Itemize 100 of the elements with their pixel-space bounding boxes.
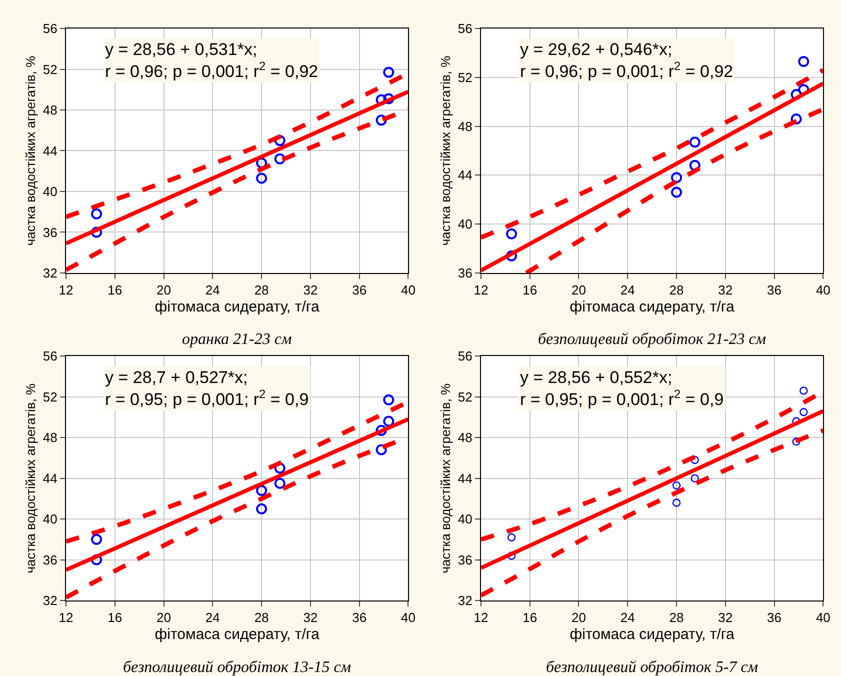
point [376,444,387,456]
x-axis-title: фітомаса сидерату, т/га [154,298,320,316]
point [689,160,700,171]
x-tick-label: 28 [254,282,269,298]
x-tick-label: 24 [620,282,635,298]
x-tick-label: 20 [156,610,172,626]
x-axis-title: фітомаса сидерату, т/га [570,626,736,644]
x-tick-label: 24 [205,610,220,626]
y-tick-label: 52 [42,62,58,77]
x-axis-title: фітомаса сидерату, т/га [570,298,736,316]
x-tick-label: 16 [108,610,122,626]
point [800,408,808,416]
point [256,503,268,514]
annotation: y = 29,62 + 0,546*x; r = 0,96; p = 0,001; r$^{2}$ = 0,92 [520,40,734,82]
point [798,56,810,68]
point [376,114,387,126]
line-series [480,428,824,598]
y-axis-title: частка водостійких агрегатів, % [438,55,453,246]
x-tick-label: 20 [572,282,586,298]
x-tick-label: 12 [58,282,74,298]
point [256,172,268,184]
y-tick-label: 40 [42,512,58,527]
y-tick-label: 40 [42,184,58,200]
x-tick-label: 28 [669,282,684,298]
y-tick-label: 52 [458,389,472,404]
x-tick-label: 32 [303,610,318,626]
point [792,438,800,446]
y-tick-label: 48 [458,430,472,446]
y-tick-label: 52 [42,389,58,404]
y-tick-label: 32 [42,266,58,281]
x-tick-label: 20 [156,282,172,298]
annotation: y = 28,56 + 0,552*x; r = 0,95; p = 0,001; r$^{2}$ = 0,9 [520,368,724,410]
point [274,478,286,489]
x-tick-label: 12 [474,610,488,626]
point [383,66,394,78]
point [274,462,286,474]
x-axis-title: фітомаса сидерату, т/га [154,626,320,644]
text: безполицевий обробіток 13-15 см [123,659,351,676]
y-axis-title: частка водостійких агрегатів, % [22,55,38,246]
text: безполицевий обробіток 21-23 см [538,331,766,348]
y-tick-label: 44 [458,470,472,486]
line-series [524,106,824,273]
x-tick-label: 40 [816,282,830,298]
y-tick-label: 56 [458,21,472,36]
point [383,394,394,406]
annotation: y = 28,56 + 0,531*x; r = 0,96; p = 0,001; r$^{2}$ = 0,92 [105,40,318,82]
point [800,386,808,395]
y-tick-label: 56 [42,21,58,36]
point [506,250,518,262]
x-tick-label: 28 [669,610,684,626]
x-tick-label: 16 [108,282,122,298]
point [672,481,681,490]
x-tick-label: 12 [58,610,74,626]
y-tick-label: 48 [42,102,58,118]
point [671,186,682,198]
point [91,554,102,566]
y-tick-label: 36 [458,266,472,281]
y-tick-label: 40 [458,216,472,232]
line-series [66,108,408,272]
point [383,93,394,104]
x-tick-label: 32 [718,282,733,298]
point [671,172,682,184]
x-tick-label: 12 [474,282,488,298]
x-tick-label: 16 [522,610,538,626]
point [790,113,802,124]
x-tick-label: 36 [352,610,367,626]
y-tick-label: 44 [42,470,58,486]
y-tick-label: 36 [42,552,58,568]
x-tick-label: 40 [816,610,830,626]
x-tick-label: 32 [303,282,318,298]
y-tick-label: 32 [458,593,472,608]
point [376,424,387,436]
x-tick-label: 28 [254,610,269,626]
y-tick-label: 44 [458,168,472,183]
x-tick-label: 32 [718,610,733,626]
x-tick-label: 20 [572,610,586,626]
point [506,228,518,240]
y-tick-label: 52 [458,70,472,85]
x-tick-label: 16 [522,282,538,298]
x-tick-label: 40 [400,282,416,298]
x-tick-label: 36 [767,282,782,298]
text: безполицевий обробіток 5-7 см [546,659,758,676]
y-tick-label: 56 [458,348,472,364]
point [672,498,681,507]
point [91,534,102,545]
annotation: y = 28,7 + 0,527*x; r = 0,95; p = 0,001; r$^{2}$ = 0,9 [105,368,309,410]
x-tick-label: 40 [400,610,416,626]
point [91,208,102,220]
y-axis-title: частка водостійких агрегатів, % [22,382,38,574]
y-tick-label: 48 [458,118,472,134]
y-tick-label: 56 [42,348,58,364]
point [256,485,268,496]
x-tick-label: 24 [620,610,635,626]
y-tick-label: 44 [42,143,58,158]
y-axis-title: частка водостійких агрегатів, % [438,382,453,574]
x-tick-label: 24 [205,282,220,298]
y-tick-label: 48 [42,430,58,446]
point [383,416,394,427]
x-tick-label: 36 [767,610,782,626]
text: оранка 21-23 см [182,331,292,348]
